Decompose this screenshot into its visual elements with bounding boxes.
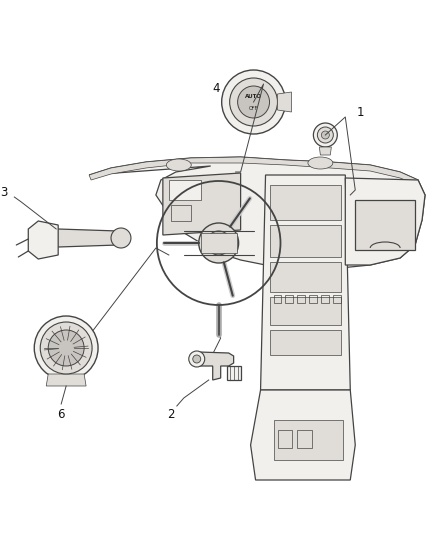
Circle shape	[321, 131, 329, 139]
Bar	[273, 420, 343, 460]
Bar	[286, 295, 293, 303]
Polygon shape	[345, 178, 425, 265]
Text: 6: 6	[57, 408, 65, 421]
Circle shape	[189, 351, 205, 367]
Bar	[169, 180, 201, 200]
Polygon shape	[319, 147, 331, 155]
Text: 4: 4	[212, 82, 219, 94]
Bar	[278, 430, 293, 448]
Circle shape	[40, 322, 92, 374]
Ellipse shape	[308, 157, 333, 169]
Circle shape	[313, 123, 337, 147]
Text: OFF: OFF	[249, 107, 258, 111]
Bar	[321, 295, 329, 303]
Bar	[269, 297, 341, 325]
Bar	[297, 295, 305, 303]
Polygon shape	[226, 366, 240, 380]
Ellipse shape	[166, 159, 191, 171]
Polygon shape	[163, 173, 240, 235]
Bar	[355, 200, 415, 250]
Polygon shape	[89, 157, 425, 268]
Polygon shape	[51, 229, 126, 247]
Bar	[297, 430, 312, 448]
Polygon shape	[278, 92, 291, 112]
Circle shape	[222, 70, 286, 134]
Text: 2: 2	[167, 408, 175, 421]
Circle shape	[111, 228, 131, 248]
Text: AUTO: AUTO	[245, 94, 262, 100]
Bar	[273, 295, 282, 303]
Polygon shape	[251, 390, 355, 480]
Circle shape	[238, 86, 269, 118]
Circle shape	[199, 223, 239, 263]
Bar	[333, 295, 341, 303]
Bar	[269, 225, 341, 257]
Bar	[269, 262, 341, 292]
Text: 1: 1	[357, 107, 364, 119]
Polygon shape	[89, 157, 420, 186]
Bar	[201, 233, 237, 253]
Bar	[309, 295, 318, 303]
Circle shape	[193, 355, 201, 363]
Circle shape	[48, 330, 84, 366]
Polygon shape	[46, 374, 86, 386]
Polygon shape	[199, 352, 233, 380]
Polygon shape	[28, 221, 58, 259]
Bar	[269, 330, 341, 355]
Text: 3: 3	[1, 187, 8, 199]
Circle shape	[34, 316, 98, 380]
Circle shape	[318, 127, 333, 143]
Bar	[269, 185, 341, 220]
Bar	[171, 205, 191, 221]
Circle shape	[207, 231, 231, 255]
Circle shape	[230, 78, 278, 126]
Polygon shape	[261, 175, 350, 390]
